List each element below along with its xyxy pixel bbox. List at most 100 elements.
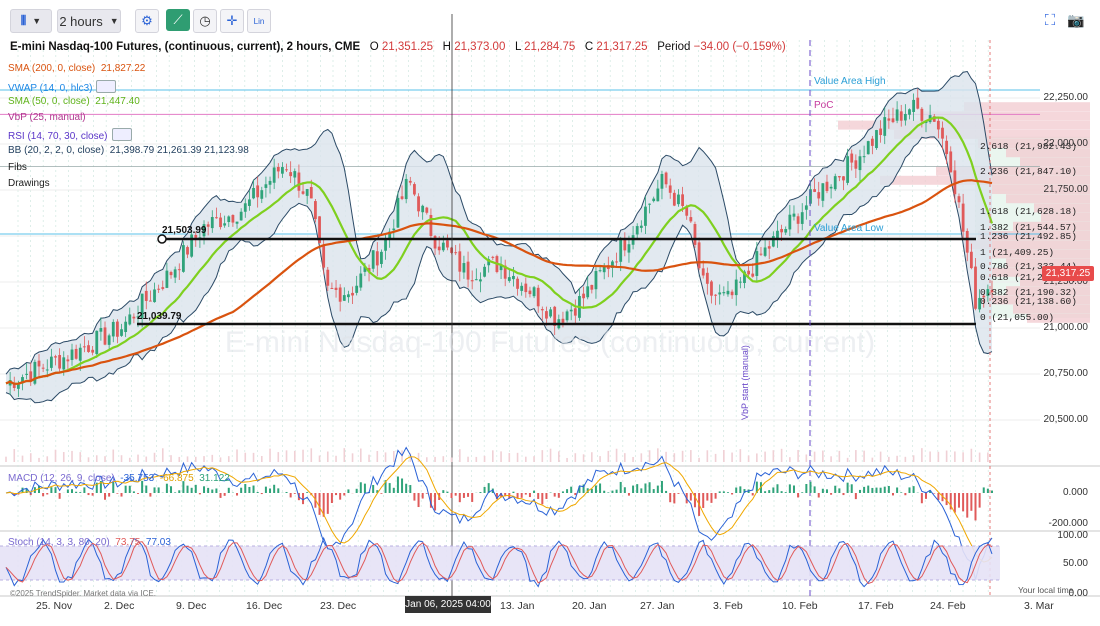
candle-body — [49, 356, 53, 368]
volume-bar — [978, 452, 981, 462]
candle-body — [701, 268, 705, 276]
legend-vwap[interactable]: VWAP (14, 0, hlc3) — [8, 80, 117, 94]
bb-label: BB (20, 2, 2, 0, close) — [8, 145, 105, 156]
time-axis-label: 17. Feb — [858, 600, 894, 612]
indicators-button[interactable]: ⟋ — [166, 9, 190, 31]
candle-body — [446, 240, 449, 248]
legend-sma50[interactable]: SMA (50, 0, close) 21,447.40 — [8, 96, 140, 107]
candle-body — [569, 309, 573, 312]
clock-button[interactable]: ◷ — [193, 9, 217, 33]
candle-body — [74, 348, 78, 359]
stoch-label: Stoch (14, 3, 3, 80, 20) — [8, 537, 110, 548]
macd-histogram-bar — [264, 486, 267, 493]
legend-drawings[interactable]: Drawings — [8, 178, 50, 189]
legend-sma200[interactable]: SMA (200, 0, close) 21,827.22 — [8, 63, 145, 74]
macd-histogram-bar — [227, 487, 230, 493]
candle-body — [974, 266, 977, 309]
candle-body — [235, 221, 239, 224]
hidden-eye-icon[interactable] — [96, 80, 117, 93]
candle-body — [111, 321, 115, 337]
fib-level-label: 1 (21,409.25) — [980, 246, 1055, 258]
chevron-down-icon: ▼ — [109, 16, 119, 26]
macd-histogram-bar — [252, 485, 255, 493]
candle-body — [809, 189, 812, 204]
macd-histogram-bar — [165, 483, 168, 493]
lin-scale-button[interactable]: Lin — [247, 9, 271, 33]
macd-histogram-bar — [541, 493, 544, 505]
interval-selector[interactable]: 2 hours ▼ — [57, 9, 121, 33]
candle-body — [483, 266, 486, 277]
candle-body — [833, 176, 837, 190]
candle-body — [689, 217, 693, 222]
open-label: O — [369, 41, 379, 53]
candle-body — [136, 316, 140, 318]
candle-body — [33, 361, 37, 384]
macd-histogram-bar — [627, 493, 630, 496]
macd-histogram-bar — [471, 493, 474, 502]
macd-histogram-bar — [277, 488, 280, 493]
macd-histogram-bar — [326, 493, 329, 514]
volume-bar — [260, 455, 263, 462]
hidden-eye-icon[interactable] — [111, 128, 132, 141]
macd-histogram-bar — [240, 487, 243, 493]
macd-histogram-bar — [285, 491, 288, 493]
macd-histogram-bar — [145, 485, 148, 493]
candle-body — [41, 367, 45, 369]
macd-histogram-bar — [858, 489, 861, 493]
candle-body — [314, 201, 317, 220]
settings-button[interactable]: ⚙ — [135, 9, 159, 33]
candle-body — [153, 289, 156, 303]
bb-values: 21,398.79 21,261.39 21,123.98 — [109, 145, 249, 156]
volume-bar — [607, 450, 610, 462]
sma50-value: 21,447.40 — [95, 96, 140, 107]
stoch-value-2: 77.03 — [145, 537, 171, 548]
candle-body — [763, 247, 767, 256]
macd-histogram-bar — [347, 489, 350, 493]
price-axis-label: 21,000.00 — [1043, 322, 1089, 333]
volume-bar — [285, 450, 288, 462]
candle-body — [875, 130, 878, 149]
volume-profile-bar — [1006, 148, 1090, 158]
volume-bar — [293, 450, 296, 462]
macd-histogram-bar — [912, 486, 915, 493]
macd-histogram-bar — [603, 490, 606, 493]
candle-body — [825, 181, 829, 191]
candle-body — [144, 290, 148, 301]
chart-title-bar: E-mini Nasdaq-100 Futures, (continuous, … — [10, 41, 786, 53]
candle-body — [858, 156, 862, 171]
candle-body — [990, 289, 994, 293]
legend-fibs[interactable]: Fibs — [8, 162, 27, 173]
candle-body — [969, 251, 973, 269]
volume-bar — [591, 452, 593, 462]
macd-value-1: -35.753 — [120, 473, 155, 484]
macd-histogram-bar — [743, 489, 746, 493]
chart-type-selector[interactable]: ⫴ ▼ — [10, 9, 52, 33]
legend-rsi[interactable]: RSI (14, 70, 30, close) — [8, 128, 132, 142]
legend-vbp[interactable]: VbP (25, manual) — [8, 112, 86, 123]
macd-histogram-bar — [949, 493, 952, 510]
macd-histogram-bar — [116, 493, 119, 494]
stoch-legend[interactable]: Stoch (14, 3, 3, 80, 20) 73.75 77.03 — [8, 537, 171, 548]
macd-histogram-bar — [83, 487, 86, 493]
macd-histogram-bar — [87, 493, 90, 496]
macd-histogram-bar — [203, 486, 206, 493]
volume-bar — [310, 448, 313, 462]
line-indicator-icon: ⟋ — [173, 12, 183, 27]
rsi-label: RSI (14, 70, 30, close) — [8, 131, 108, 142]
crosshair-button[interactable]: ✛ — [220, 9, 244, 33]
candle-body — [507, 277, 511, 281]
candle-body — [132, 316, 136, 319]
macd-histogram-bar — [71, 489, 74, 493]
fullscreen-button[interactable]: ⛶ — [1040, 9, 1060, 31]
candle-body — [206, 224, 210, 227]
volume-bar — [219, 457, 222, 462]
screenshot-button[interactable]: 📷 — [1066, 9, 1086, 31]
candle-body — [512, 275, 515, 280]
legend-bb[interactable]: BB (20, 2, 2, 0, close) 21,398.79 21,261… — [8, 145, 249, 156]
candle-body — [384, 239, 387, 251]
candle-body — [124, 321, 128, 333]
volume-bar — [277, 452, 280, 462]
macd-legend[interactable]: MACD (12, 26, 9, close) -35.753 -66.875 … — [8, 473, 230, 484]
candle-body — [70, 349, 74, 360]
